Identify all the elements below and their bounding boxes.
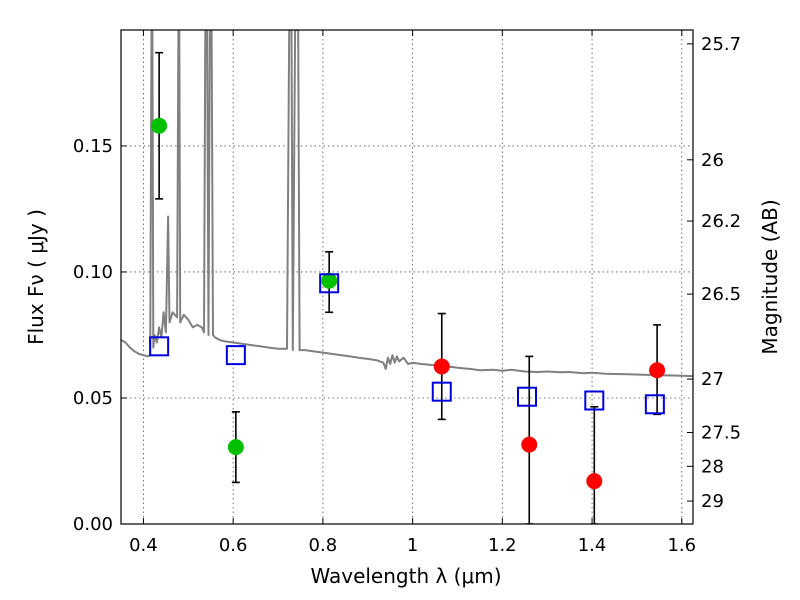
red-data-point xyxy=(649,362,666,379)
y-tick-label: 0.00 xyxy=(73,514,113,535)
model-square-marker xyxy=(319,273,340,294)
model-square-marker xyxy=(644,394,665,415)
right-tick-label: 29 xyxy=(701,491,724,512)
x-tick-label: 1.6 xyxy=(667,535,696,556)
right-tick-label: 26.2 xyxy=(701,211,741,232)
right-tick-label: 26.5 xyxy=(701,284,741,305)
red-data-point xyxy=(521,436,538,453)
x-tick-label: 1.4 xyxy=(578,535,607,556)
model-square-marker xyxy=(517,386,538,407)
right-tick-label: 27 xyxy=(701,369,724,390)
y-tick-label: 0.15 xyxy=(73,136,113,157)
right-axis-label: Magnitude (AB) xyxy=(758,199,782,354)
x-tick-label: 1.2 xyxy=(488,535,517,556)
x-tick-label: 0.4 xyxy=(129,535,158,556)
green-data-point xyxy=(227,439,244,456)
y-tick-label: 0.10 xyxy=(73,262,113,283)
green-data-point xyxy=(151,117,168,134)
x-tick-label: 1 xyxy=(407,535,418,556)
red-data-point xyxy=(586,473,603,490)
model-square-marker xyxy=(431,381,452,402)
right-tick-label: 27.5 xyxy=(701,423,741,444)
axis-ticks: 0.4 0.6 0.8 1 1.2 1.4 1.6 0.00 0.05 0.10 0.15 25.7 2… xyxy=(73,30,741,556)
right-tick-label: 26 xyxy=(701,150,724,171)
right-tick-label: 25.7 xyxy=(701,34,741,55)
y-axis-label: Flux Fν ( μJy ) xyxy=(24,209,48,345)
x-tick-label: 0.6 xyxy=(219,535,248,556)
red-data-point xyxy=(433,358,450,375)
x-axis-label: Wavelength λ (μm) xyxy=(310,564,501,588)
right-tick-label: 28 xyxy=(701,456,724,477)
x-tick-label: 0.8 xyxy=(309,535,338,556)
green-data-point xyxy=(321,272,338,289)
model-square-marker xyxy=(225,345,246,366)
model-square-marker xyxy=(149,336,170,357)
sed-spectrum-layer xyxy=(121,30,693,378)
plot-frame xyxy=(120,29,694,525)
plot-background xyxy=(121,30,693,524)
data-points-layer xyxy=(149,51,666,524)
sed-spectrum-line xyxy=(121,30,693,378)
model-square-marker xyxy=(584,390,605,411)
y-tick-label: 0.05 xyxy=(73,388,113,409)
